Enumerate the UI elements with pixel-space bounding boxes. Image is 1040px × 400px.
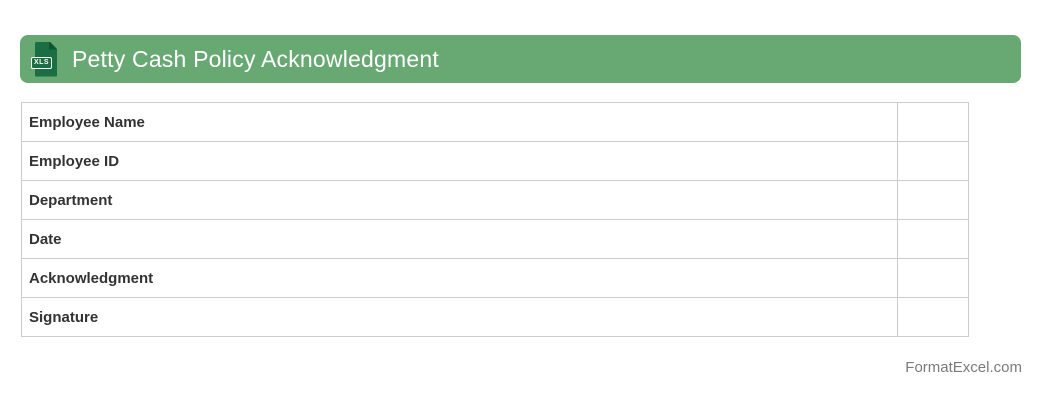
row-label: Acknowledgment — [21, 258, 898, 298]
row-value-cell — [897, 102, 969, 142]
row-value-cell — [897, 180, 969, 220]
row-label: Employee Name — [21, 102, 898, 142]
xls-badge-label: XLS — [31, 56, 52, 69]
policy-table-body: Employee Name Employee ID Department Date Ac… — [21, 102, 969, 337]
table-row: Employee Name — [21, 102, 969, 142]
table-row: Employee ID — [21, 141, 969, 181]
row-label: Department — [21, 180, 898, 220]
row-value-cell — [897, 219, 969, 259]
row-value-cell — [897, 141, 969, 181]
row-value-cell — [897, 297, 969, 337]
row-label: Date — [21, 219, 898, 259]
table-row: Acknowledgment — [21, 258, 969, 298]
xls-corner-fold — [49, 41, 57, 50]
row-label: Employee ID — [21, 141, 898, 181]
table-row: Signature — [21, 297, 969, 337]
footer-site-credit: FormatExcel.com — [905, 359, 1022, 376]
policy-form-table: Employee Name Employee ID Department Date Ac… — [21, 102, 969, 337]
row-label: Signature — [21, 297, 898, 337]
row-value-cell — [897, 258, 969, 298]
xls-file-icon: XLS — [31, 41, 57, 77]
table-row: Date — [21, 219, 969, 259]
page-title: Petty Cash Policy Acknowledgment — [72, 45, 439, 72]
table-row: Department — [21, 180, 969, 220]
header-banner: XLS Petty Cash Policy Acknowledgment — [20, 35, 1021, 83]
